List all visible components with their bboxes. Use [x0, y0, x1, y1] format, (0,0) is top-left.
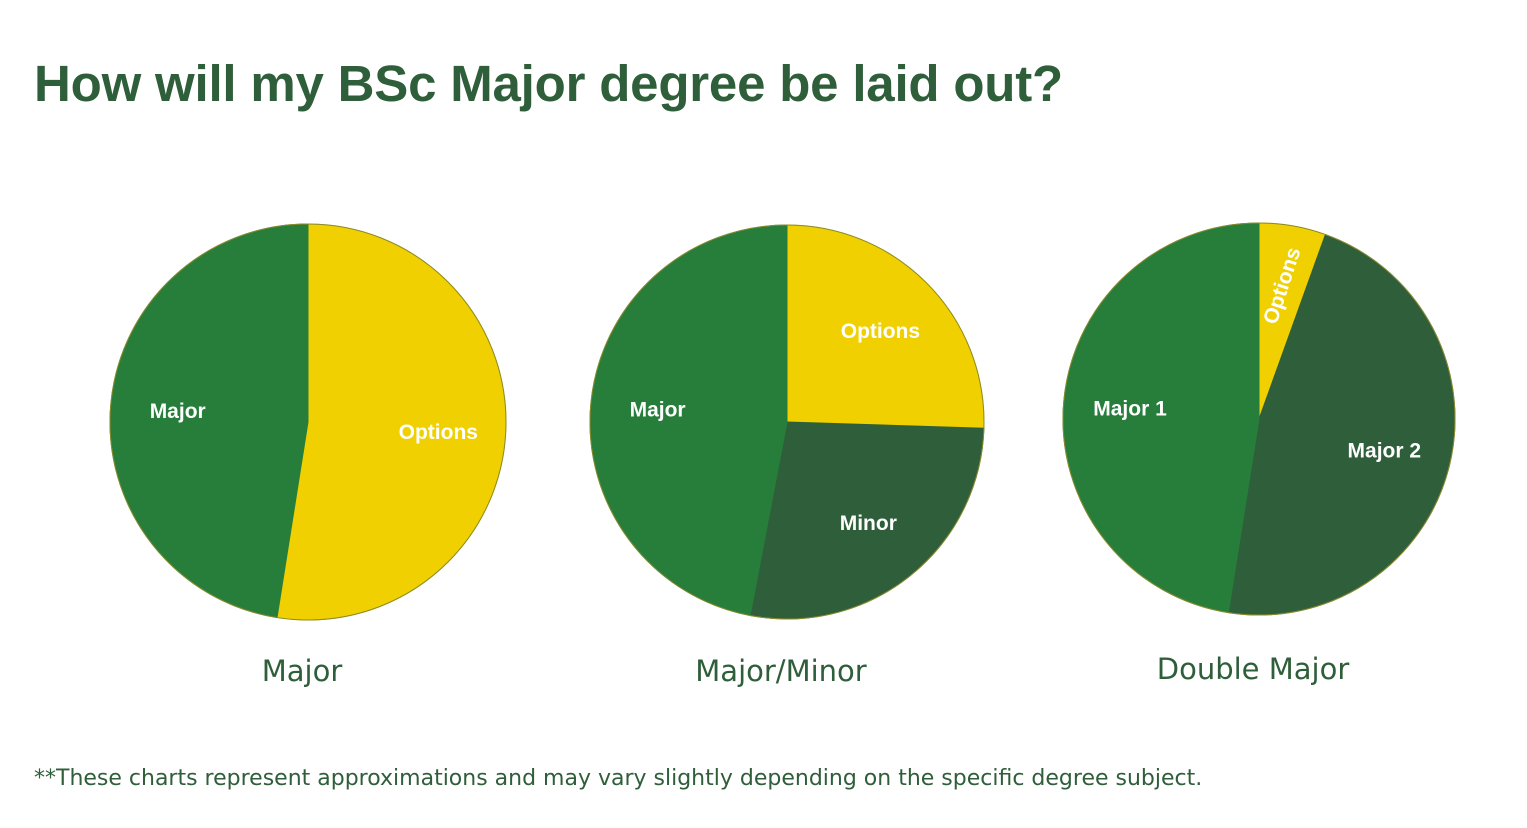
page-title: How will my BSc Major degree be laid out…: [34, 55, 1063, 112]
chart-caption-double-major: Double Major: [1157, 652, 1350, 686]
slice-label-major-options: Options: [399, 421, 478, 444]
slice-label-major-minor-minor: Minor: [840, 512, 897, 535]
pie-outline-major: [109, 223, 507, 621]
pie-slice-major-major: [109, 223, 309, 619]
pie-slice-major-minor-major: [589, 224, 788, 617]
chart-caption-major: Major: [262, 654, 343, 688]
chart-caption-major-minor: Major/Minor: [695, 654, 866, 688]
slice-label-double-major-major-2: Major 2: [1348, 440, 1422, 463]
slice-label-major-minor-options: Options: [841, 320, 920, 343]
footnote: **These charts represent approximations …: [34, 766, 1203, 791]
pie-outline-double-major: [1062, 222, 1456, 616]
slice-label-double-major-major-1: Major 1: [1093, 397, 1167, 420]
pie-chart-major-minor: Options Minor Major Major/Minor: [589, 224, 985, 688]
pie-outline-major-minor: [589, 224, 985, 620]
slice-label-major-minor-major: Major: [630, 398, 686, 421]
slice-label-major-major: Major: [150, 400, 206, 423]
pie-chart-major: Options Major Major: [109, 223, 507, 688]
